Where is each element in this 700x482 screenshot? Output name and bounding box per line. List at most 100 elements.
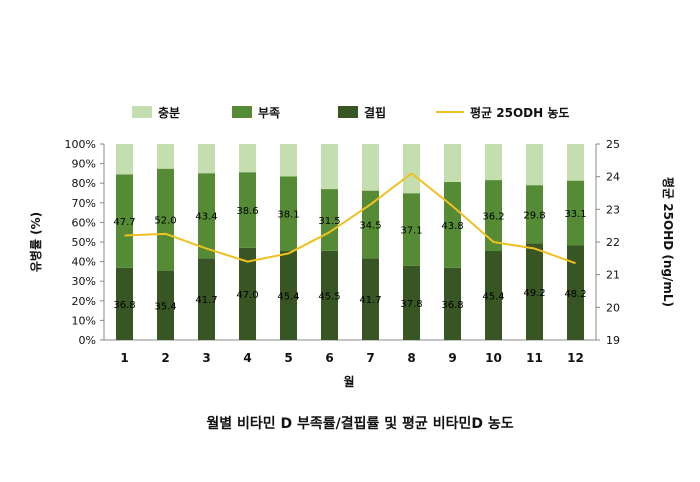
legend-swatch [338, 106, 358, 118]
average-line [124, 172, 576, 265]
x-tick-label: 10 [485, 351, 502, 365]
x-tick-label: 5 [284, 351, 292, 365]
bar-segment [444, 267, 461, 340]
legend-label: 평균 25ODH 농도 [470, 106, 569, 120]
legend-swatch [232, 106, 252, 118]
y-axis-title: 유병률 (%) [28, 212, 43, 272]
data-label: 36.8 [113, 300, 135, 311]
data-label: 38.1 [277, 210, 299, 221]
data-label: 41.7 [359, 295, 381, 306]
bar-segment [485, 180, 502, 252]
chart-title: 월별 비타민 D 부족률/결핍률 및 평균 비타민D 농도 [206, 415, 513, 432]
y2-tick-label: 19 [606, 334, 620, 347]
x-tick-label: 2 [161, 351, 169, 365]
x-tick-label: 1 [120, 351, 128, 365]
x-tick-label: 9 [448, 351, 456, 365]
y-tick-label: 50% [72, 236, 96, 249]
data-label: 36.2 [482, 212, 504, 223]
bar-segment [362, 144, 379, 191]
bar-segment [157, 144, 174, 169]
data-label: 37.1 [400, 226, 422, 237]
x-tick-label: 12 [567, 351, 584, 365]
bar-segment [116, 144, 133, 175]
x-axis-title: 월 [343, 374, 354, 389]
bar-segment [485, 144, 502, 181]
legend: 충분 부족 결핍 평균 25ODH 농도 [132, 105, 569, 120]
x-tick-label: 3 [202, 351, 210, 365]
y-tick-label: 90% [72, 158, 96, 171]
data-label: 49.2 [523, 288, 545, 299]
data-label: 35.4 [154, 301, 176, 312]
legend-swatch [132, 106, 152, 118]
bar-segment [403, 265, 420, 340]
axes: 0%10%20%30%40%50%60%70%80%90%100%1920212… [65, 138, 620, 365]
data-label: 48.2 [564, 289, 586, 300]
data-label: 47.7 [113, 217, 135, 228]
data-label: 36.8 [441, 300, 463, 311]
bar-segment [321, 250, 338, 340]
bar-segment [239, 172, 256, 248]
data-label: 29.8 [523, 210, 545, 221]
bar-segment [567, 180, 584, 246]
legend-label: 충분 [158, 105, 180, 120]
data-labels: 36.8 47.7 35.4 52.0 41.7 43.4 47.0 38.6 45.4 38.1… [113, 206, 586, 312]
bar-segment [567, 245, 584, 340]
data-label: 33.1 [564, 209, 586, 220]
data-label: 45.4 [277, 292, 299, 303]
x-tick-label: 4 [243, 351, 251, 365]
bar-segment [444, 144, 461, 183]
y2-tick-label: 23 [606, 203, 620, 216]
data-label: 52.0 [154, 216, 176, 227]
y2-tick-label: 25 [606, 138, 620, 151]
bar-segment [239, 247, 256, 340]
data-label: 31.5 [318, 216, 340, 227]
y-tick-label: 10% [72, 314, 96, 327]
y-tick-label: 20% [72, 295, 96, 308]
bar-segment [280, 251, 297, 340]
y2-axis-title: 평균 25OHD (ng/mL) [661, 177, 675, 307]
y-tick-label: 0% [79, 334, 96, 347]
y2-tick-label: 21 [606, 269, 620, 282]
bar-segment [526, 144, 543, 186]
y-tick-label: 70% [72, 197, 96, 210]
bar-segment [198, 173, 215, 259]
y-tick-label: 40% [72, 256, 96, 269]
bar-segment [526, 185, 543, 244]
bar-segment [485, 251, 502, 340]
y2-tick-label: 20 [606, 301, 620, 314]
y2-tick-label: 24 [606, 171, 620, 184]
bar-segment [116, 267, 133, 340]
legend-label: 부족 [258, 106, 280, 120]
data-label: 41.7 [195, 295, 217, 306]
bar-segment [198, 144, 215, 174]
data-label: 47.0 [236, 290, 258, 301]
x-tick-label: 8 [407, 351, 415, 365]
data-label: 38.6 [236, 206, 258, 217]
y2-tick-label: 22 [606, 236, 620, 249]
bar-segment [403, 144, 420, 194]
y-tick-label: 60% [72, 216, 96, 229]
bar-segment [157, 270, 174, 340]
bar-segment [321, 144, 338, 190]
bar-segment [239, 144, 256, 173]
y-tick-label: 100% [65, 138, 96, 151]
data-label: 43.4 [195, 212, 217, 223]
average-line-path [124, 172, 576, 265]
x-tick-label: 6 [325, 351, 333, 365]
data-label: 45.4 [482, 292, 504, 303]
bar-segment [567, 144, 584, 181]
data-label: 34.5 [359, 220, 381, 231]
bar-segment [157, 168, 174, 271]
bar-segment [198, 258, 215, 340]
data-label: 37.8 [400, 299, 422, 310]
bar-segment [362, 258, 379, 340]
bar-segment [526, 243, 543, 340]
bars [116, 144, 584, 340]
bar-segment [116, 174, 133, 268]
data-label: 45.5 [318, 291, 340, 302]
bar-segment [403, 193, 420, 266]
data-label: 43.8 [441, 221, 463, 232]
y-tick-label: 80% [72, 177, 96, 190]
